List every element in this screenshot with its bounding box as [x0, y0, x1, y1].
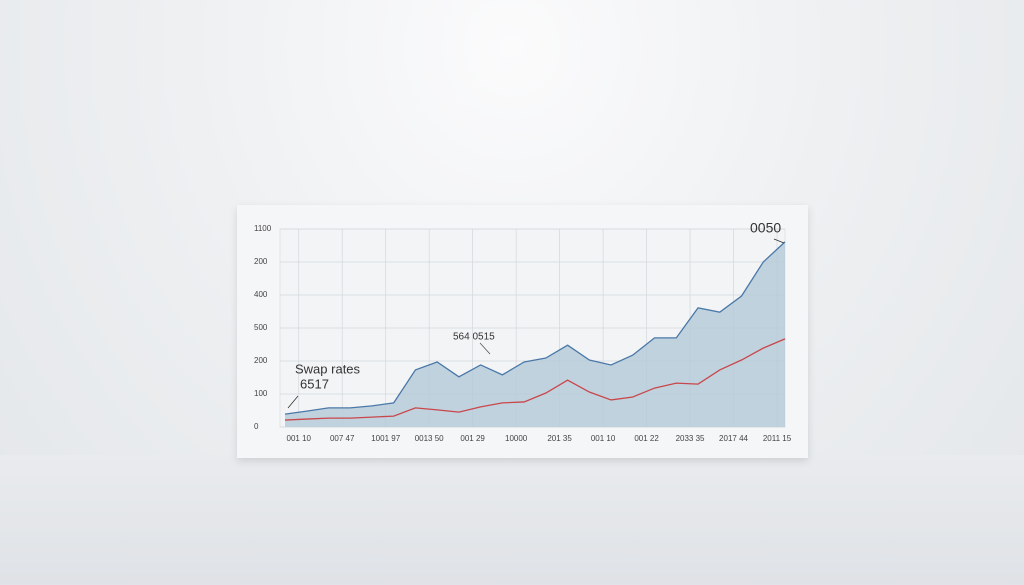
- x-tick-label: 001 10: [287, 434, 312, 443]
- annotation-arrow: [479, 342, 491, 355]
- annotation-arrow: [773, 238, 785, 244]
- x-tick-label: 001 22: [634, 434, 659, 443]
- y-tick-label: 500: [254, 323, 268, 332]
- floor: [0, 455, 1024, 585]
- annotation: 0050: [750, 220, 781, 236]
- x-tick-label: 001 10: [591, 434, 616, 443]
- y-tick-label: 200: [254, 356, 268, 365]
- plot: 0 100 200 500 400 200 1100 001 10 007 47 1001 97 0…: [254, 224, 792, 443]
- x-tick-label: 201 35: [547, 434, 572, 443]
- x-tick-label: 1001 97: [371, 434, 400, 443]
- line: [284, 338, 786, 421]
- x-tick-label: 2017 44: [719, 434, 748, 443]
- line: [284, 241, 786, 415]
- x-tick-label: 2033 35: [676, 434, 705, 443]
- annotation-arrow: [287, 395, 299, 409]
- annotation: 6517: [300, 376, 329, 391]
- y-tick-label: 1100: [254, 224, 272, 233]
- y-tick-label: 0: [254, 422, 259, 431]
- x-tick-label: 001 29: [460, 434, 485, 443]
- area: [285, 241, 785, 427]
- x-tick-label: 007 47: [330, 434, 355, 443]
- x-tick-label: 10000: [505, 434, 528, 443]
- x-tick-label: 2011 15: [763, 434, 792, 443]
- y-tick-label: 100: [254, 389, 268, 398]
- x-tick-label: 0013 50: [415, 434, 444, 443]
- y-tick-label: 200: [254, 257, 268, 266]
- annotation: 564 0515: [453, 332, 495, 343]
- y-tick-label: 400: [254, 290, 268, 299]
- annotation: Swap rates: [295, 361, 361, 376]
